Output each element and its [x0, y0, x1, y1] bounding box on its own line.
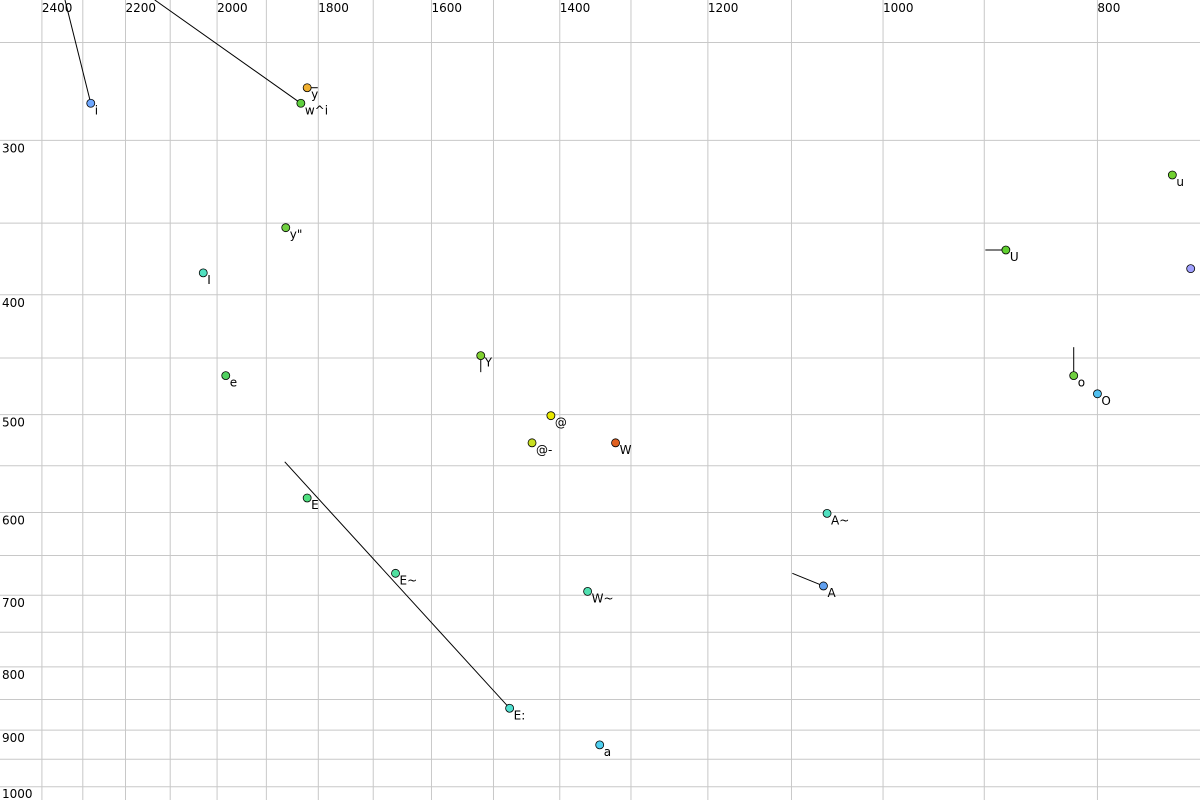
trajectory — [284, 461, 510, 709]
vowel-label: O — [1101, 394, 1110, 408]
vowel-label: y" — [290, 228, 303, 242]
vowel-point — [198, 268, 208, 278]
x-tick-label: 1200 — [708, 1, 739, 15]
y-tick-label: 600 — [2, 513, 25, 527]
y-tick-label: 500 — [2, 416, 25, 430]
vowel-label: E: — [514, 708, 526, 722]
vowel-label: @ — [555, 416, 567, 430]
y-tick-label: 400 — [2, 296, 25, 310]
vowel-label: E — [311, 498, 319, 512]
vowel-point — [302, 83, 312, 93]
vowel-point — [822, 508, 832, 518]
trajectory — [154, 0, 302, 104]
vowel-label: u — [1176, 175, 1184, 189]
x-tick-label: 1400 — [560, 1, 591, 15]
vowel-point — [1186, 264, 1196, 274]
vowel-point — [1093, 389, 1102, 399]
vowel-point — [527, 438, 537, 448]
vowel-label: Y — [484, 356, 493, 370]
vowel-label: y — [311, 88, 318, 102]
x-tick-label: 1800 — [318, 1, 349, 15]
x-tick-label: 2000 — [217, 1, 248, 15]
x-tick-label: 2200 — [126, 1, 157, 15]
vowel-label: @- — [536, 443, 552, 457]
x-tick-label: 1000 — [883, 1, 914, 15]
vowel-point — [476, 351, 486, 361]
vowel-point — [505, 703, 515, 713]
vowel-label: w^i — [305, 103, 328, 117]
y-tick-label: 700 — [2, 596, 25, 610]
vowel-label: W — [620, 443, 632, 457]
vowel-label: A~ — [831, 513, 849, 527]
vowel-point — [86, 98, 96, 108]
vowel-point — [546, 411, 556, 421]
vowel-point — [611, 438, 620, 448]
vowel-label: a — [604, 745, 611, 759]
x-tick-label: 800 — [1097, 1, 1120, 15]
vowel-point — [595, 740, 605, 750]
vowel-point — [1069, 371, 1079, 381]
y-tick-label: 800 — [2, 668, 25, 682]
y-tick-label: 1000 — [2, 787, 33, 800]
vowel-point — [302, 493, 312, 503]
vowel-label: A — [827, 586, 836, 600]
vowel-label: o — [1078, 376, 1085, 390]
vowel-point — [281, 223, 291, 233]
x-tick-label: 1600 — [431, 1, 462, 15]
vowel-label: W~ — [592, 591, 614, 605]
vowel-label: E~ — [400, 573, 418, 587]
y-tick-label: 300 — [2, 141, 25, 155]
vowel-label: i — [95, 103, 98, 117]
vowel-point — [221, 371, 231, 381]
y-tick-label: 900 — [2, 731, 25, 745]
vowel-label: I — [207, 273, 211, 287]
vowel-point — [1001, 245, 1011, 255]
vowel-label: U — [1010, 250, 1019, 264]
vowel-label: e — [230, 376, 237, 390]
trajectory — [792, 572, 824, 587]
vowel-point — [296, 98, 306, 108]
vowel-point — [819, 581, 828, 591]
vowel-point — [1167, 170, 1177, 180]
vowel-point — [583, 586, 593, 596]
trajectory — [64, 0, 92, 104]
vowel-point — [391, 568, 400, 578]
x-tick-label: 2400 — [42, 1, 73, 15]
